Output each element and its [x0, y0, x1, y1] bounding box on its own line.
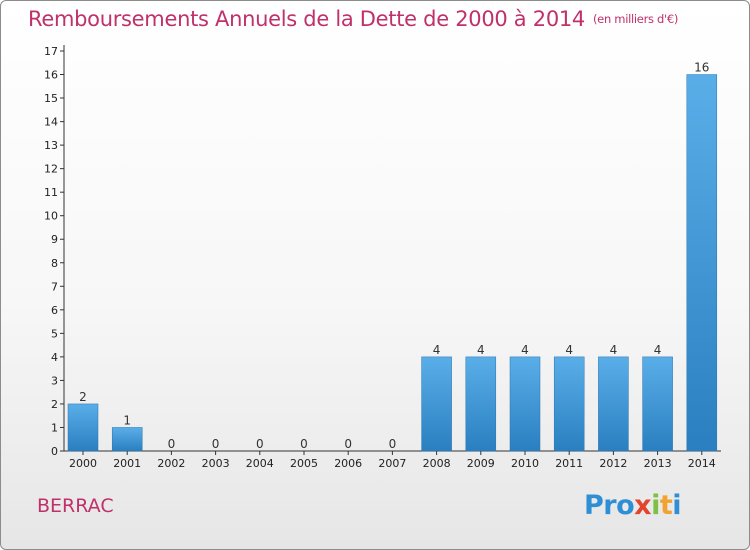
logo-part: i	[651, 490, 660, 521]
bar	[642, 356, 673, 452]
bar	[421, 356, 452, 452]
bar	[553, 356, 585, 452]
chart-title-text: Remboursements Annuels de la Dette de 20…	[28, 7, 585, 31]
y-tick-label: 3	[51, 374, 58, 387]
x-tick-label: 2013	[644, 457, 672, 470]
y-tick-label: 2	[51, 398, 58, 411]
y-tick-label: 6	[51, 304, 58, 317]
data-label: 2	[79, 390, 87, 404]
x-tick-label: 2007	[378, 457, 406, 470]
proxiti-logo: Proxiti	[584, 490, 682, 521]
y-tick-label: 0	[51, 445, 58, 458]
y-tick-label: 11	[44, 186, 58, 199]
bar	[67, 403, 99, 452]
x-tick-label: 2001	[113, 457, 141, 470]
data-label: 4	[565, 343, 573, 357]
y-tick-label: 16	[44, 69, 58, 82]
y-tick-label: 8	[51, 257, 58, 270]
y-tick-label: 14	[44, 116, 58, 129]
y-tick-label: 12	[44, 163, 58, 176]
y-tick-label: 4	[51, 351, 58, 364]
x-tick-label: 2014	[688, 457, 716, 470]
bar	[465, 356, 497, 452]
logo-part: t	[659, 490, 673, 521]
x-tick-label: 2011	[555, 457, 583, 470]
bar	[598, 356, 629, 452]
logo-part: Pro	[584, 490, 635, 521]
x-tick-label: 2009	[467, 457, 495, 470]
data-label: 4	[477, 343, 485, 357]
town-name: BERRAC	[37, 495, 114, 517]
y-tick-label: 13	[44, 139, 58, 152]
data-label: 4	[521, 343, 529, 357]
y-tick-label: 9	[51, 233, 58, 246]
x-tick-label: 2005	[290, 457, 318, 470]
x-tick-label: 2010	[511, 457, 539, 470]
x-tick-label: 2003	[202, 457, 230, 470]
y-tick-label: 10	[44, 210, 58, 223]
bar	[686, 74, 718, 452]
data-label: 4	[433, 343, 441, 357]
chart-title: Remboursements Annuels de la Dette de 20…	[28, 7, 678, 31]
chart-unit: (en milliers d'€)	[593, 12, 679, 26]
bar	[509, 356, 541, 452]
x-tick-label: 2012	[599, 457, 627, 470]
x-tick-label: 2006	[334, 457, 362, 470]
y-tick-label: 7	[51, 280, 58, 293]
y-tick-label: 5	[51, 327, 58, 340]
data-label: 1	[123, 413, 131, 427]
logo-part: x	[634, 490, 652, 521]
y-tick-label: 15	[44, 92, 58, 105]
x-tick-label: 2000	[69, 457, 97, 470]
data-label: 0	[300, 437, 308, 451]
bar	[111, 427, 143, 452]
y-tick-label: 17	[44, 45, 58, 58]
x-tick-label: 2008	[423, 457, 451, 470]
x-tick-label: 2002	[157, 457, 185, 470]
data-label: 0	[256, 437, 264, 451]
data-label: 4	[610, 343, 618, 357]
data-label: 4	[654, 343, 662, 357]
data-label: 0	[168, 437, 176, 451]
data-label: 16	[694, 61, 709, 75]
x-tick-label: 2004	[246, 457, 274, 470]
data-label: 0	[344, 437, 352, 451]
data-label: 0	[212, 437, 220, 451]
logo-part: i	[672, 490, 682, 521]
y-tick-label: 1	[51, 421, 58, 434]
data-label: 0	[389, 437, 397, 451]
